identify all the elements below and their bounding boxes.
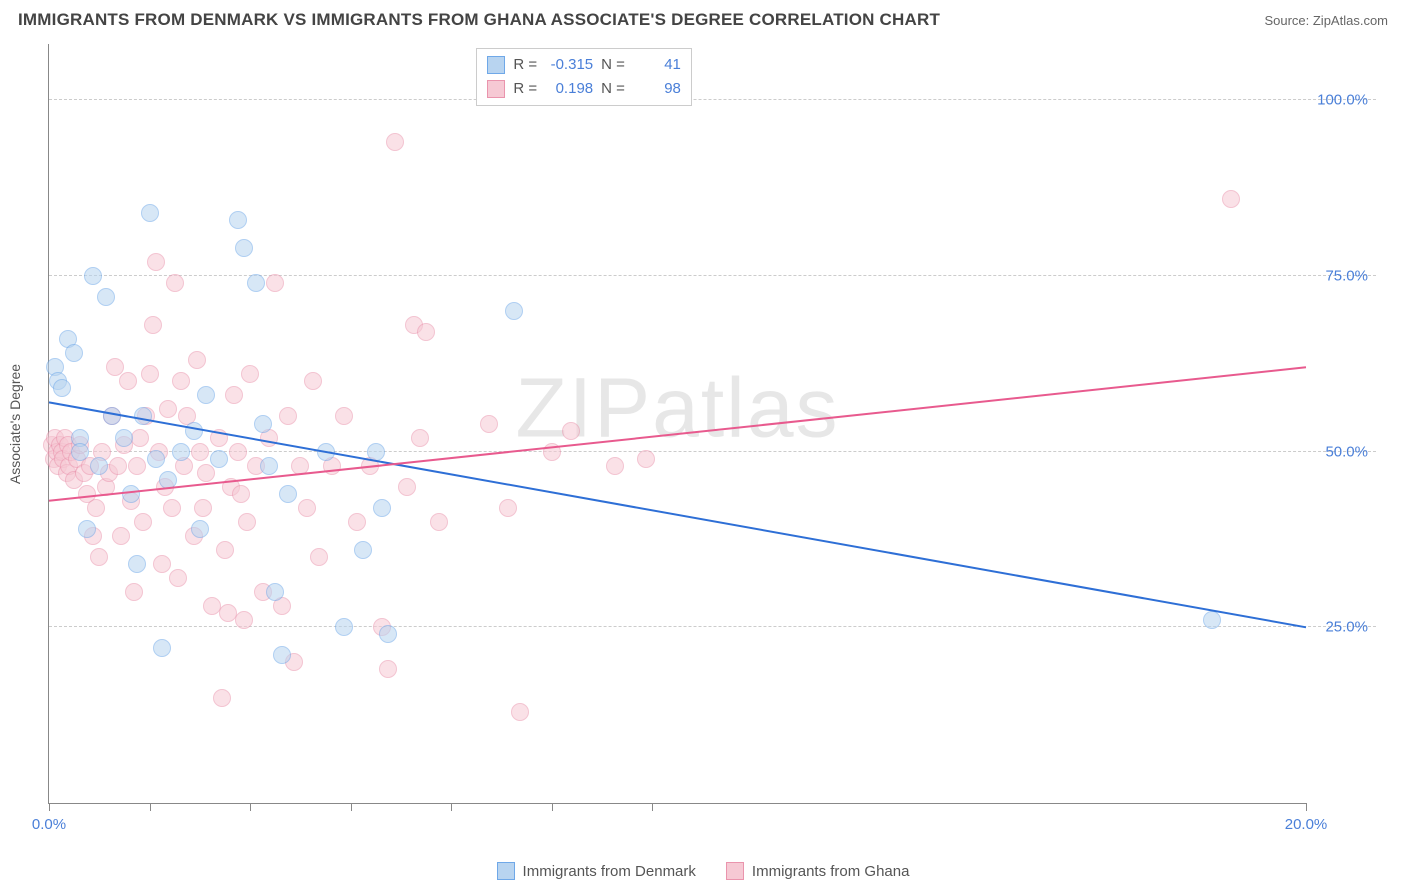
- chart-area: ZIPatlas Associate's Degree R = -0.315 N…: [48, 44, 1376, 836]
- legend-label-denmark: Immigrants from Denmark: [523, 863, 696, 880]
- y-axis-label: Associate's Degree: [7, 363, 23, 483]
- y-tick-label: 50.0%: [1325, 443, 1368, 460]
- x-tick: [1306, 803, 1307, 811]
- r-value-denmark: -0.315: [545, 53, 593, 77]
- r-label: R =: [513, 77, 537, 101]
- legend-stats: R = -0.315 N = 41 R = 0.198 N = 98: [476, 48, 692, 106]
- swatch-denmark-icon: [497, 862, 515, 880]
- r-label: R =: [513, 53, 537, 77]
- chart-title: IMMIGRANTS FROM DENMARK VS IMMIGRANTS FR…: [18, 10, 940, 30]
- plot-area: ZIPatlas Associate's Degree R = -0.315 N…: [48, 44, 1306, 804]
- n-label: N =: [601, 53, 625, 77]
- legend-stats-row-ghana: R = 0.198 N = 98: [487, 77, 681, 101]
- x-tick-label: 20.0%: [1285, 816, 1328, 833]
- legend-bottom: Immigrants from Denmark Immigrants from …: [0, 862, 1406, 880]
- legend-item-ghana: Immigrants from Ghana: [726, 862, 910, 880]
- swatch-ghana-icon: [726, 862, 744, 880]
- y-tick-label: 100.0%: [1317, 92, 1368, 109]
- chart-header: IMMIGRANTS FROM DENMARK VS IMMIGRANTS FR…: [0, 0, 1406, 36]
- n-value-ghana: 98: [633, 77, 681, 101]
- swatch-denmark-icon: [487, 56, 505, 74]
- y-tick-label: 75.0%: [1325, 267, 1368, 284]
- legend-label-ghana: Immigrants from Ghana: [752, 863, 910, 880]
- x-tick: [49, 803, 50, 811]
- legend-stats-row-denmark: R = -0.315 N = 41: [487, 53, 681, 77]
- y-tick-label: 25.0%: [1325, 619, 1368, 636]
- n-value-denmark: 41: [633, 53, 681, 77]
- trend-line: [49, 402, 1306, 627]
- chart-source: Source: ZipAtlas.com: [1264, 13, 1388, 28]
- trend-line: [49, 367, 1306, 501]
- x-tick: [552, 803, 553, 811]
- legend-item-denmark: Immigrants from Denmark: [497, 862, 696, 880]
- x-tick-label: 0.0%: [32, 816, 66, 833]
- trend-lines-layer: [49, 44, 1306, 803]
- x-tick: [451, 803, 452, 811]
- r-value-ghana: 0.198: [545, 77, 593, 101]
- x-tick: [351, 803, 352, 811]
- n-label: N =: [601, 77, 625, 101]
- swatch-ghana-icon: [487, 80, 505, 98]
- x-tick: [652, 803, 653, 811]
- x-tick: [250, 803, 251, 811]
- x-tick: [150, 803, 151, 811]
